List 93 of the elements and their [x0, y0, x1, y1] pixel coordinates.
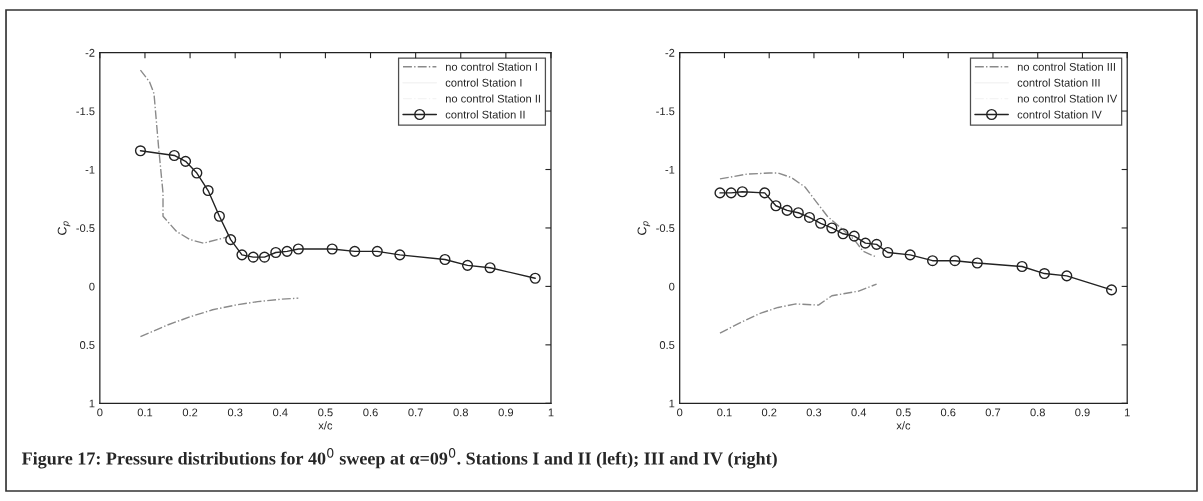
legend-label: control Station II — [445, 110, 525, 119]
point — [971, 257, 983, 269]
point — [949, 255, 961, 267]
point — [168, 149, 180, 162]
y-axis-title: C$_{p}$ — [57, 221, 71, 235]
x-tick-label: 0.5 — [318, 408, 333, 417]
point — [871, 238, 883, 250]
point — [349, 245, 361, 257]
caption: Figure 17: Pressure distributions for 40$^{0}$ sweep at α=09$^{0}$. Stations I and II (left); III and IV (right) — [21, 448, 777, 469]
x-tick-label: 0.9 — [498, 408, 514, 417]
point — [439, 253, 451, 266]
y-axis-title: C$_{p}$ — [637, 221, 651, 235]
x-tick-label: 0 — [97, 408, 103, 417]
y-tick-label: -2 — [665, 48, 675, 57]
x-tick-label: 0.8 — [1030, 408, 1045, 417]
point — [781, 204, 793, 216]
point — [714, 187, 726, 199]
x-tick-label: 0.7 — [985, 408, 1001, 417]
x-tick-label: 0.7 — [408, 408, 423, 417]
point — [759, 187, 771, 199]
legend-label: no control Station IV — [1017, 94, 1118, 103]
y-tick-label: -0.5 — [656, 224, 675, 233]
point — [134, 145, 147, 157]
point — [461, 259, 474, 271]
point — [803, 211, 816, 223]
point — [225, 234, 237, 246]
point — [270, 246, 282, 259]
point — [725, 187, 737, 199]
y-tick-label: 0 — [669, 282, 675, 291]
point — [191, 167, 203, 179]
x-tick-label: 0.1 — [137, 408, 153, 417]
point — [258, 251, 271, 263]
legend-label: control Station I — [445, 78, 522, 87]
point — [529, 272, 541, 284]
point — [202, 184, 214, 197]
point — [904, 249, 916, 261]
point — [247, 251, 259, 263]
x-axis-title: x/c — [318, 421, 333, 430]
x-tick-label: 0.3 — [806, 408, 822, 417]
y-tick-label: 0 — [89, 282, 95, 291]
point — [1061, 270, 1073, 282]
y-tick-label: 0.5 — [79, 341, 95, 349]
y-tick-label: 1 — [669, 399, 675, 408]
x-tick-label: 1 — [1124, 408, 1130, 417]
x-tick-label: 0.2 — [182, 408, 198, 417]
point — [848, 230, 860, 242]
legend-label: no control Station II — [445, 94, 540, 103]
y-tick-label: 1 — [89, 399, 95, 408]
point — [180, 155, 192, 167]
y-tick-label: -1 — [665, 165, 675, 174]
x-axis-title: x/c — [896, 421, 911, 430]
point — [326, 243, 338, 255]
x-tick-label: 0.4 — [851, 408, 867, 417]
point — [770, 200, 782, 212]
point — [236, 249, 248, 261]
point — [292, 243, 304, 255]
legend-label: no control Station I — [445, 62, 537, 71]
y-tick-label: 0.5 — [659, 341, 675, 349]
point — [882, 246, 894, 259]
point — [213, 210, 225, 222]
y-tick-label: -0.5 — [76, 224, 95, 233]
x-tick-label: 0.6 — [940, 408, 956, 417]
point — [826, 222, 838, 234]
x-tick-label: 1 — [548, 408, 554, 417]
point — [394, 249, 406, 261]
legend-label: no control Station III — [1017, 62, 1115, 71]
point — [1038, 267, 1050, 280]
point — [792, 207, 804, 219]
y-tick-label: -1.5 — [76, 107, 95, 116]
x-tick-label: 0.9 — [1075, 408, 1090, 417]
y-tick-label: -1.5 — [656, 107, 675, 116]
point — [815, 217, 827, 229]
point — [859, 237, 871, 249]
point — [736, 186, 748, 198]
x-tick-label: 0.4 — [273, 408, 288, 417]
point — [484, 262, 496, 274]
point — [837, 228, 849, 240]
point — [926, 255, 939, 267]
x-tick-label: 0.8 — [453, 408, 468, 417]
x-tick-label: 0.3 — [227, 408, 243, 417]
y-tick-label: -1 — [85, 165, 95, 174]
legend-label: control Station IV — [1017, 110, 1102, 119]
point — [1105, 284, 1118, 296]
point — [1016, 260, 1028, 273]
x-tick-label: 0.6 — [363, 408, 378, 417]
y-tick-label: -2 — [85, 48, 95, 57]
point — [371, 245, 383, 257]
x-tick-label: 0.1 — [717, 408, 732, 417]
x-tick-label: 0.5 — [896, 408, 911, 417]
x-tick-label: 0.2 — [761, 408, 777, 417]
point — [281, 245, 293, 257]
x-tick-label: 0 — [677, 408, 683, 417]
legend-label: control Station III — [1017, 78, 1100, 87]
